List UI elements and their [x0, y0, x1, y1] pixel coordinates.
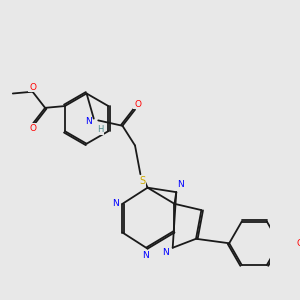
- Text: O: O: [29, 83, 36, 92]
- Text: N: N: [162, 248, 169, 257]
- Text: O: O: [296, 239, 300, 248]
- Text: N: N: [142, 251, 149, 260]
- Text: S: S: [139, 176, 145, 186]
- Text: O: O: [29, 124, 36, 133]
- Text: N: N: [177, 181, 184, 190]
- Text: O: O: [134, 100, 141, 109]
- Text: N: N: [112, 199, 119, 208]
- Text: H: H: [97, 125, 103, 134]
- Text: N: N: [85, 117, 92, 126]
